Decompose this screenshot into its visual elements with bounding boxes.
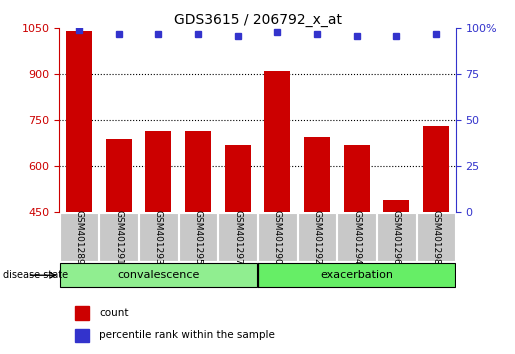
Bar [298,213,336,262]
Bar [337,213,376,262]
Bar [106,139,132,212]
Text: GSM401292: GSM401292 [313,210,321,264]
Text: count: count [99,308,128,318]
Text: GSM401296: GSM401296 [392,210,401,264]
Bar [75,329,89,342]
Text: GSM401289: GSM401289 [75,210,83,264]
Title: GDS3615 / 206792_x_at: GDS3615 / 206792_x_at [174,13,341,27]
Bar [264,71,290,212]
Bar [99,213,138,262]
Bar [344,145,370,212]
Bar [185,131,211,212]
Bar [75,307,89,320]
Bar [139,213,178,262]
Bar [218,213,257,262]
Text: GSM401297: GSM401297 [233,210,242,264]
Text: convalescence: convalescence [117,270,199,280]
Text: GSM401294: GSM401294 [352,210,361,264]
Text: exacerbation: exacerbation [320,270,393,280]
Bar [417,213,455,262]
Bar [60,213,98,262]
Bar [383,200,409,212]
Bar [377,213,416,262]
Text: percentile rank within the sample: percentile rank within the sample [99,330,275,341]
Bar [225,145,251,212]
Bar [145,131,171,212]
Text: GSM401298: GSM401298 [432,210,440,264]
Bar [258,213,297,262]
Bar [66,32,92,212]
Text: GSM401290: GSM401290 [273,210,282,264]
Text: disease state: disease state [3,270,67,280]
Bar [60,263,257,287]
Text: GSM401291: GSM401291 [114,210,123,264]
Text: GSM401293: GSM401293 [154,210,163,264]
Bar [304,137,330,212]
Bar [423,126,449,212]
Bar [179,213,217,262]
Text: GSM401295: GSM401295 [194,210,202,264]
Bar [258,263,455,287]
